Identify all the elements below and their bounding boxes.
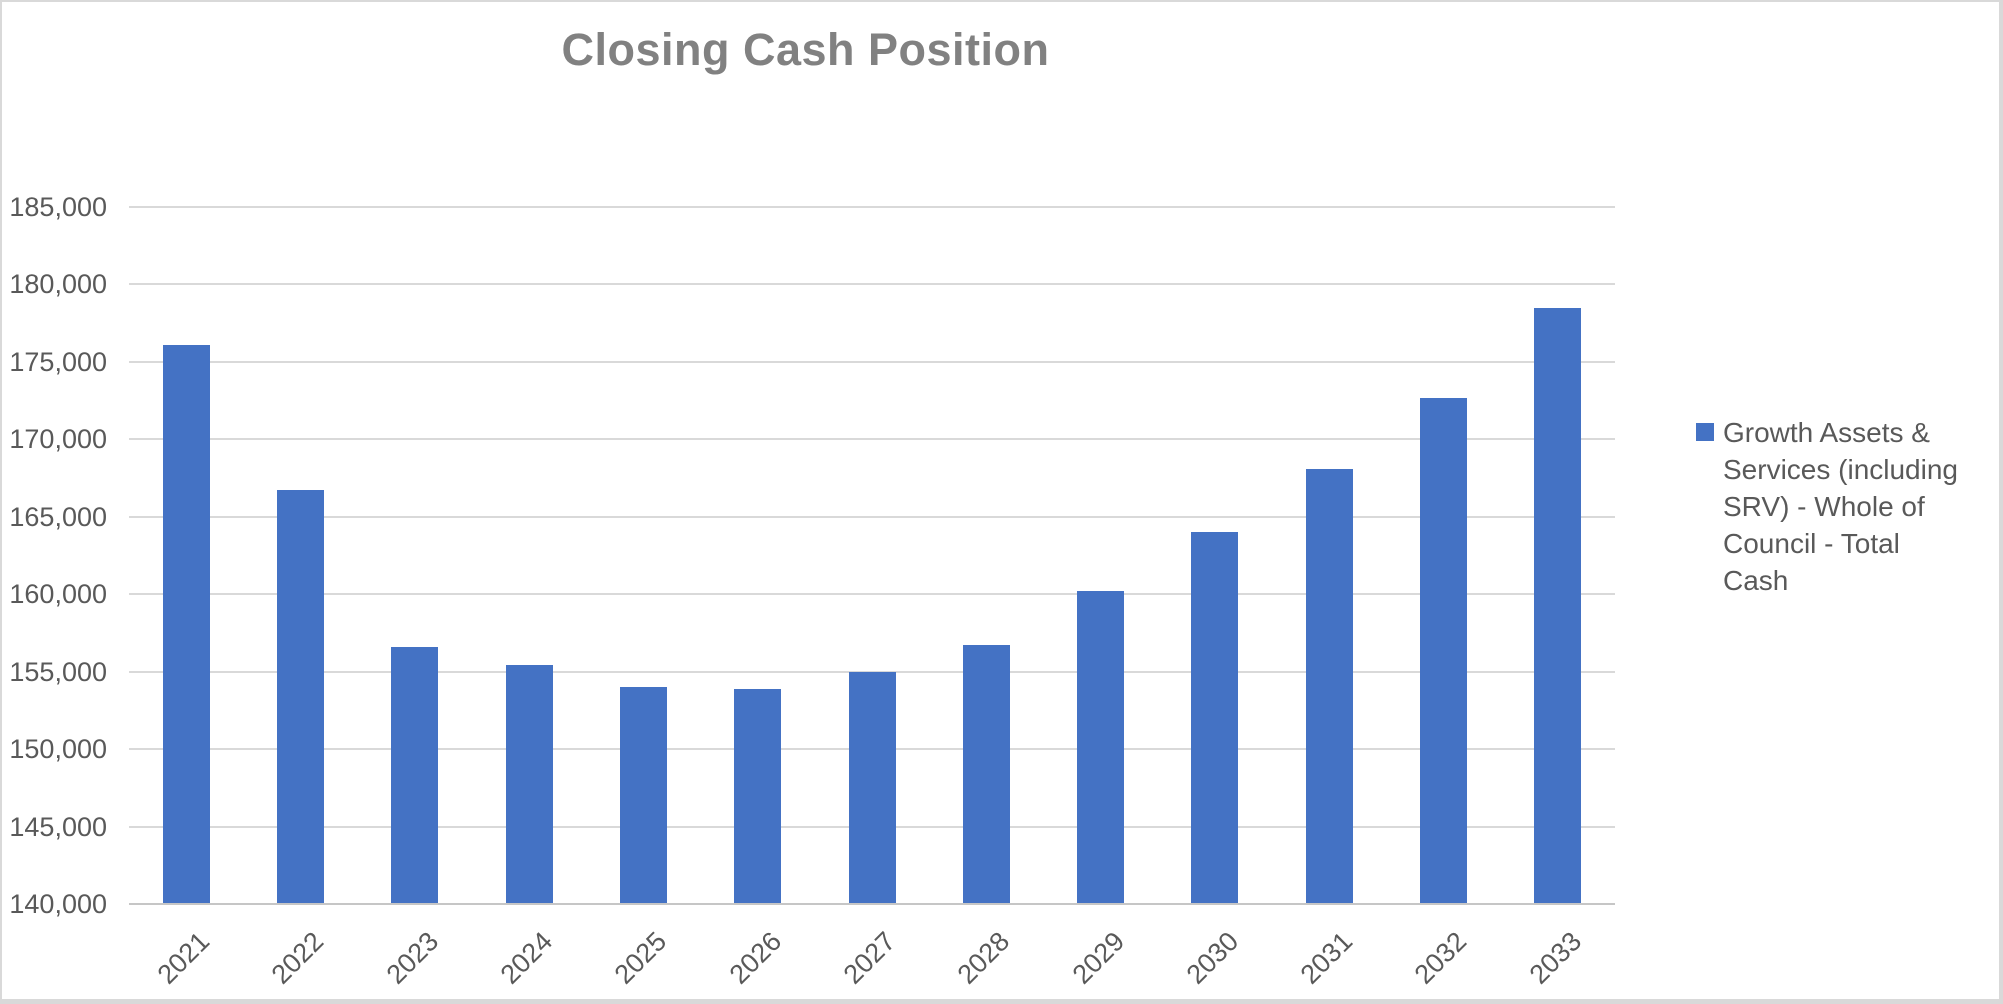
x-axis-line: [129, 903, 1615, 905]
bar-2029: [1077, 591, 1125, 903]
x-axis-label-2032: 2032: [1409, 926, 1473, 990]
x-axis-label-2022: 2022: [265, 926, 330, 990]
gridline-175000: [129, 360, 1615, 363]
y-axis-label-145000: 145,000: [9, 811, 107, 842]
x-axis-label-2023: 2023: [380, 926, 444, 990]
bar-2023: [391, 646, 439, 903]
bar-2032: [1420, 397, 1468, 903]
gridline-170000: [129, 438, 1615, 441]
x-axis-label-2026: 2026: [723, 926, 787, 990]
gridline-165000: [129, 515, 1615, 518]
y-axis-label-180000: 180,000: [9, 269, 107, 300]
bar-2027: [848, 671, 896, 903]
y-axis-label-185000: 185,000: [9, 192, 107, 222]
x-axis-label-2033: 2033: [1523, 926, 1588, 990]
gridline-185000: [129, 206, 1615, 208]
bar-2030: [1191, 532, 1239, 903]
bar-2028: [962, 645, 1010, 903]
gridline-160000: [129, 593, 1615, 596]
x-axis-label-2021: 2021: [151, 926, 216, 990]
bar-2026: [734, 688, 782, 903]
bar-2022: [276, 490, 324, 903]
y-axis-label-150000: 150,000: [9, 734, 107, 765]
y-axis-label-175000: 175,000: [9, 346, 107, 377]
y-axis-label-160000: 160,000: [9, 579, 107, 610]
y-axis-label-140000: 140,000: [9, 889, 107, 919]
bar-2031: [1305, 468, 1353, 903]
legend-series-marker-icon: [1696, 423, 1714, 441]
bar-2025: [619, 687, 667, 903]
x-axis-label-2029: 2029: [1066, 926, 1130, 990]
chart-title: Closing Cash Position: [561, 24, 1050, 75]
y-axis-label-170000: 170,000: [9, 424, 107, 455]
x-axis-label-2024: 2024: [494, 926, 559, 990]
gridline-180000: [129, 283, 1615, 286]
x-axis-label-2025: 2025: [608, 926, 673, 990]
x-axis-label-2028: 2028: [951, 926, 1016, 990]
bar-2024: [505, 665, 553, 903]
bar-2033: [1534, 307, 1582, 903]
legend-series-label: Growth Assets & Services (including SRV)…: [1723, 417, 1958, 596]
y-axis-label-165000: 165,000: [9, 501, 107, 532]
x-axis-label-2027: 2027: [837, 926, 902, 990]
y-axis-label-155000: 155,000: [9, 656, 107, 687]
x-axis-label-2030: 2030: [1180, 926, 1245, 990]
bar-2021: [162, 344, 210, 903]
x-axis-label-2031: 2031: [1294, 926, 1359, 990]
legend: Growth Assets & Services (including SRV)…: [1696, 414, 1972, 599]
